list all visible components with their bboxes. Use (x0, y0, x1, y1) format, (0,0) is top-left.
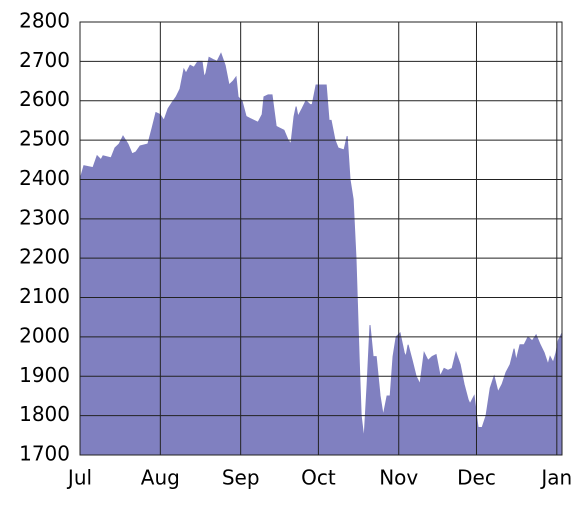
plot-border (79, 21, 563, 456)
y-tick-label: 2500 (19, 127, 70, 151)
y-tick-label: 2400 (19, 166, 70, 190)
area (79, 52, 563, 456)
y-tick-label: 1700 (19, 442, 70, 466)
y-tick-label: 2800 (19, 9, 70, 33)
x-tick-label: Aug (141, 466, 180, 490)
y-tick-label: 1800 (19, 402, 70, 426)
y-tick-label: 2600 (19, 87, 70, 111)
x-tick-label: Dec (457, 466, 496, 490)
x-tick-label: Jan (539, 466, 572, 490)
y-tick-label: 2200 (19, 245, 70, 269)
y-tick-label: 1900 (19, 363, 70, 387)
x-tick-label: Jul (66, 466, 92, 490)
y-tick-label: 2700 (19, 48, 70, 72)
x-tick-label: Nov (379, 466, 418, 490)
y-tick-label: 2000 (19, 323, 70, 347)
x-tick-label: Oct (301, 466, 336, 490)
y-tick-label: 2100 (19, 284, 70, 308)
x-tick-label: Sep (222, 466, 260, 490)
y-tick-label: 2300 (19, 205, 70, 229)
